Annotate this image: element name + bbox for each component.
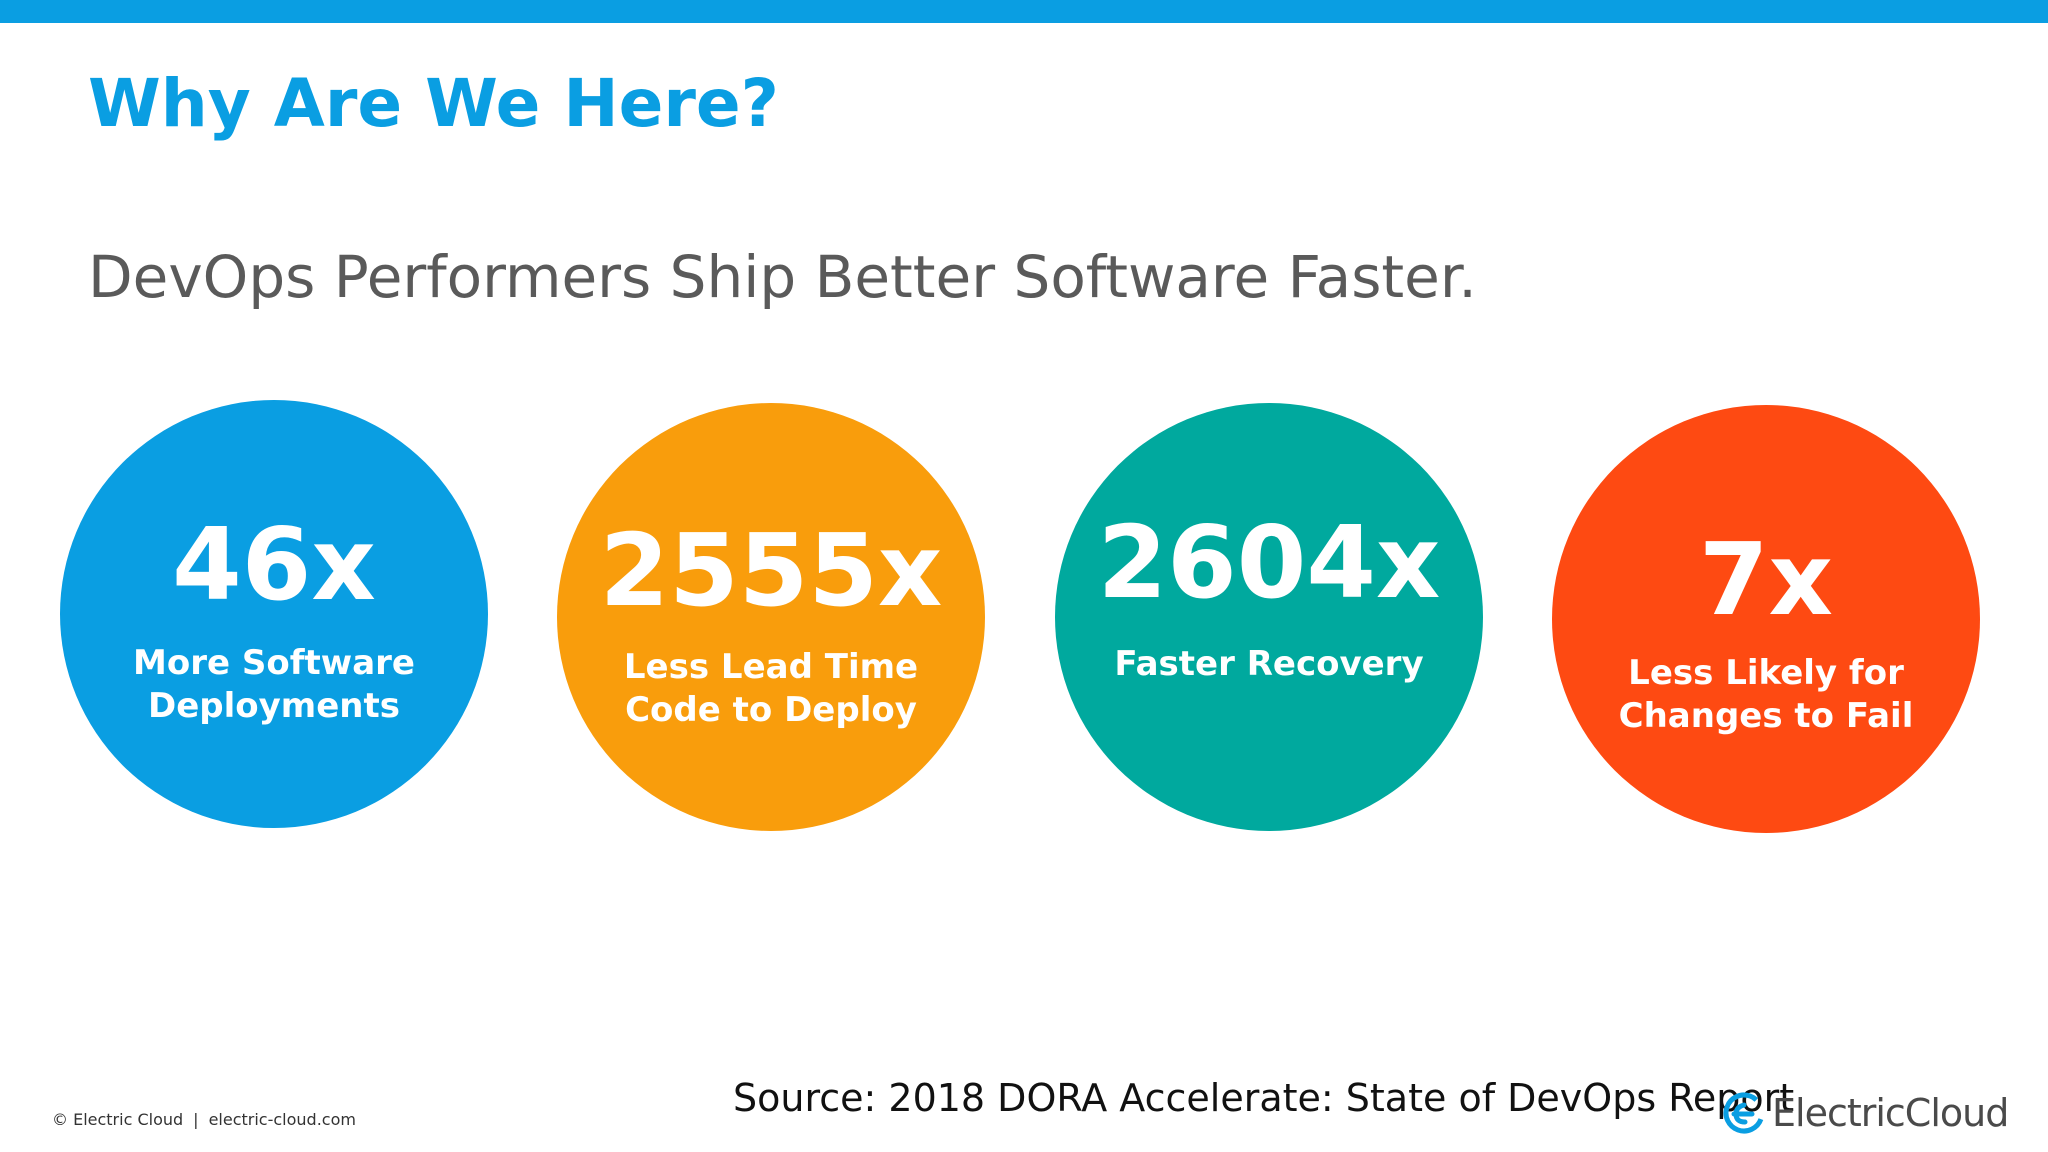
stat-value: 46x — [172, 506, 376, 623]
stat-circle-deployments: 46x More Software Deployments — [60, 400, 488, 828]
logo-text: ElectricCloud — [1772, 1091, 2009, 1135]
stat-label-line: Code to Deploy — [625, 690, 917, 730]
stat-label-line: Deployments — [148, 686, 400, 726]
stat-label-line: Faster Recovery — [1114, 644, 1424, 684]
stat-value: 7x — [1698, 521, 1834, 638]
stat-label-line: Less Lead Time — [623, 647, 919, 687]
slide-title: Why Are We Here? — [88, 65, 779, 142]
electric-cloud-logo-icon — [1723, 1092, 1765, 1134]
stat-circle-recovery: 2604x Faster Recovery — [1055, 403, 1483, 831]
stat-circle-change-failure: 7x Less Likely for Changes to Fail — [1552, 405, 1980, 833]
footer-separator: | — [193, 1110, 199, 1129]
copyright-text: © Electric Cloud — [52, 1110, 184, 1129]
slide-subtitle: DevOps Performers Ship Better Software F… — [88, 243, 1477, 311]
stat-circle-lead-time: 2555x Less Lead Time Code to Deploy — [557, 403, 985, 831]
top-accent-bar — [0, 0, 2048, 23]
footer-copyright: © Electric Cloud | electric-cloud.com — [52, 1110, 356, 1129]
stat-value: 2604x — [1097, 504, 1441, 621]
stat-label-line: Less Likely for — [1628, 653, 1904, 693]
stat-label: Less Likely for Changes to Fail — [1552, 652, 1980, 738]
stat-label: More Software Deployments — [60, 642, 488, 728]
stat-label: Faster Recovery — [1055, 643, 1483, 686]
stat-label-line: More Software — [133, 643, 415, 683]
source-citation: Source: 2018 DORA Accelerate: State of D… — [733, 1076, 1795, 1120]
electric-cloud-logo: ElectricCloud — [1722, 1088, 2009, 1138]
website-link[interactable]: electric-cloud.com — [208, 1110, 356, 1129]
stat-label-line: Changes to Fail — [1618, 696, 1914, 736]
stat-label: Less Lead Time Code to Deploy — [557, 646, 985, 732]
stat-value: 2555x — [599, 512, 943, 629]
